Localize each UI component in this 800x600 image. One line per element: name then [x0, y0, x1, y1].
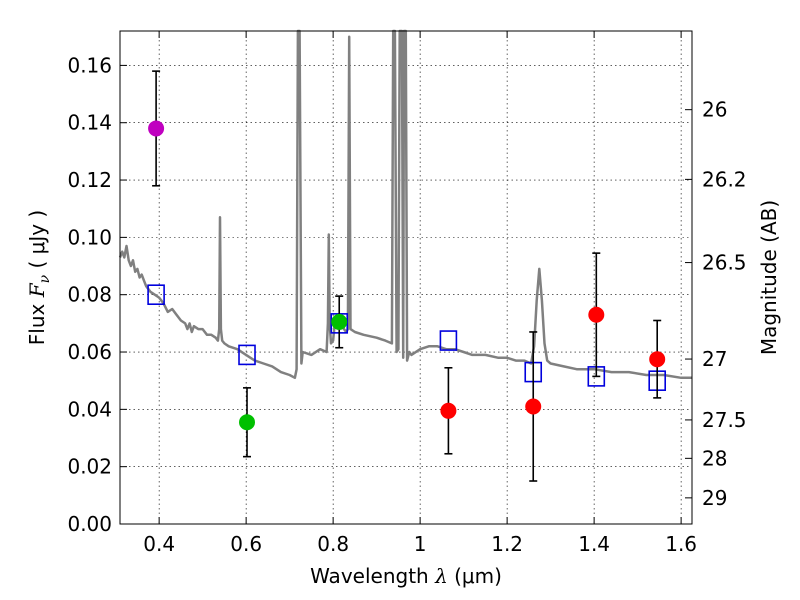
x-tick-label: 1.6: [665, 532, 697, 556]
magnitude-tick-label: 26.2: [702, 167, 747, 191]
magnitude-tick-label: 27.5: [702, 408, 747, 432]
x-tick-label: 1: [414, 532, 427, 556]
y-tick-label: 0.00: [67, 512, 112, 536]
magnitude-tick-label: 26.5: [702, 251, 747, 275]
magnitude-tick-label: 26: [702, 98, 727, 122]
x-tick-label: 0.6: [230, 532, 262, 556]
observed-flux-point: [331, 313, 348, 330]
model-flux-square: [439, 330, 458, 351]
observed-flux-point: [588, 306, 605, 323]
x-tick-label: 1.2: [491, 532, 523, 556]
y-tick-label: 0.10: [67, 225, 112, 249]
observed-flux-point: [239, 414, 256, 431]
grid: [120, 31, 692, 524]
y-tick-label: 0.16: [67, 53, 112, 77]
y-tick-label: 0.12: [67, 168, 112, 192]
x-tick-label: 1.4: [578, 532, 610, 556]
y-axis-label: Flux Fν ( μJy ): [25, 210, 53, 345]
magnitude-tick-label: 29: [702, 486, 727, 510]
model-spectrum-line: [118, 29, 692, 380]
plot-frame: [119, 30, 693, 525]
y-tick-label: 0.08: [67, 283, 112, 307]
magnitude-tick-label: 27: [702, 347, 727, 371]
axis-ticks: 0.4 0.6 0.8 1 1.2 1.4 1.6 0.00 0.02 0.04 0.06 0.08 0…: [67, 31, 747, 556]
model-flux-square: [238, 344, 256, 366]
y-tick-label: 0.14: [67, 111, 112, 135]
model-spectrum-layer: [118, 29, 692, 380]
observed-flux-point: [440, 402, 457, 419]
y-tick-label: 0.02: [67, 455, 112, 479]
y-tick-label: 0.06: [67, 340, 112, 364]
x-axis-label: Wavelength λ (μm): [310, 564, 502, 588]
x-tick-label: 0.4: [143, 532, 175, 556]
x-tick-label: 0.8: [317, 532, 349, 556]
magnitude-axis-label: Magnitude (AB): [757, 200, 781, 355]
photometry-layer: [147, 70, 667, 482]
y-tick-label: 0.04: [67, 397, 112, 421]
observed-flux-point: [649, 351, 666, 368]
magnitude-tick-label: 28: [702, 446, 727, 470]
observed-flux-point: [525, 398, 542, 415]
model-flux-square: [147, 284, 165, 305]
observed-flux-point: [148, 120, 165, 137]
